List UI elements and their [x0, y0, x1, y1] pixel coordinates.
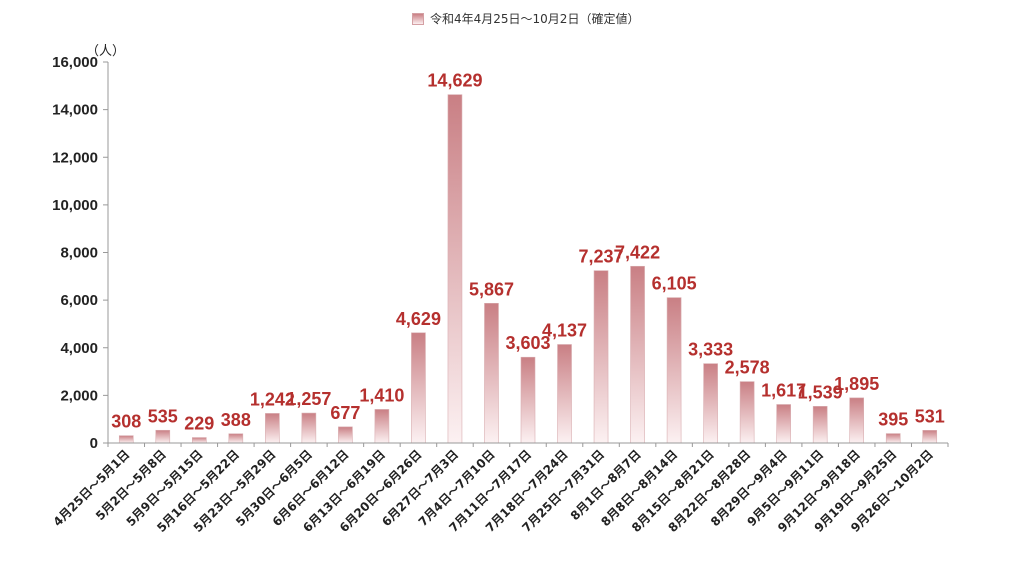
bar: [885, 433, 901, 444]
data-label: 388: [221, 410, 251, 430]
bar: [374, 409, 390, 444]
y-tick-label: 14,000: [52, 102, 98, 119]
bar: [301, 412, 317, 444]
bar: [630, 265, 645, 444]
data-label: 1,895: [834, 374, 879, 394]
bar: [593, 270, 609, 444]
bar: [484, 302, 499, 444]
data-label: 535: [148, 406, 178, 426]
legend-swatch: [412, 12, 424, 25]
y-tick-label: 12,000: [52, 149, 98, 166]
y-tick-label: 4,000: [60, 340, 98, 357]
data-label: 1,617: [761, 380, 806, 400]
data-label: 14,629: [427, 71, 482, 91]
y-tick-label: 2,000: [60, 387, 98, 404]
data-label: 1,242: [250, 389, 295, 409]
data-label: 7,422: [615, 242, 660, 262]
bar: [666, 297, 682, 444]
bar: [338, 426, 353, 444]
bar: [812, 406, 828, 444]
bar: [739, 381, 755, 444]
data-label: 1,410: [359, 385, 404, 405]
data-label: 6,105: [652, 274, 697, 294]
bars: [118, 94, 938, 444]
data-label: 3,333: [688, 340, 733, 360]
data-label: 677: [330, 403, 360, 423]
bar: [922, 430, 938, 444]
y-axis: 0 2,000 4,000 6,000 8,000 10,000 12,000 14,000 1…: [52, 54, 109, 452]
bar: [447, 94, 463, 444]
bar: [557, 344, 572, 444]
bar: [776, 404, 791, 444]
data-label: 5,867: [469, 279, 514, 299]
bar: [228, 433, 244, 444]
data-label: 1,539: [798, 382, 843, 402]
bar: [118, 435, 134, 444]
bar: [520, 356, 536, 444]
bar: [155, 429, 171, 444]
legend-label: 令和4年4月25日～10月2日（確定値）: [430, 12, 640, 26]
y-tick-label: 0: [90, 435, 98, 452]
y-tick-label: 10,000: [52, 197, 98, 214]
data-label: 229: [184, 414, 214, 434]
y-axis-unit: （人）: [86, 44, 126, 59]
data-label: 4,629: [396, 309, 441, 329]
data-label: 1,257: [286, 389, 331, 409]
chart-legend: 令和4年4月25日～10月2日（確定値）: [412, 10, 639, 27]
y-tick-label: 6,000: [60, 292, 98, 309]
data-label: 395: [878, 410, 908, 430]
x-axis: 4月25日～5月1日5月2日～5月8日5月9日～5月15日5月16日～5月22日…: [51, 442, 949, 535]
data-label: 3,603: [505, 333, 550, 353]
y-tick-label: 8,000: [60, 245, 98, 262]
data-label: 4,137: [542, 320, 587, 340]
data-label: 2,578: [725, 358, 770, 378]
bar: [265, 413, 280, 444]
data-label: 308: [111, 412, 141, 432]
bar: [411, 332, 426, 444]
data-label: 7,237: [579, 247, 624, 267]
bar: [849, 397, 864, 444]
bar: [703, 363, 718, 444]
data-label: 531: [915, 406, 945, 426]
bar: [192, 437, 207, 444]
y-tick-label: 16,000: [52, 54, 98, 71]
